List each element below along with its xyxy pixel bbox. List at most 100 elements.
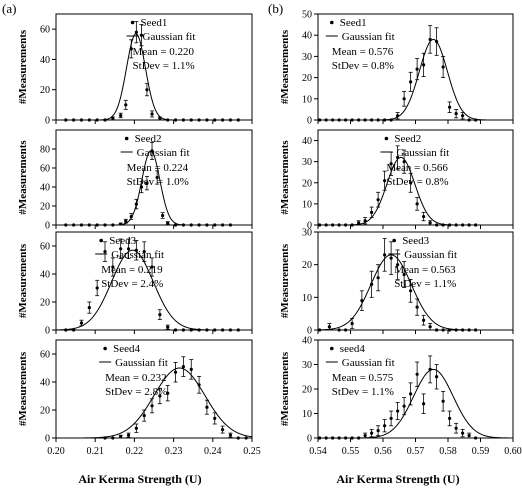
- data-point: [72, 328, 76, 332]
- data-point: [158, 394, 162, 398]
- y-tick-label: 20: [302, 260, 312, 271]
- data-point: [134, 30, 138, 34]
- data-point: [244, 436, 248, 440]
- data-point: [344, 223, 348, 227]
- data-point: [389, 118, 393, 122]
- y-tick-label: 40: [40, 378, 50, 389]
- data-point: [221, 118, 225, 122]
- data-point: [72, 118, 76, 122]
- data-point: [189, 118, 193, 122]
- y-tick-label: 30: [302, 360, 312, 371]
- data-point: [142, 414, 146, 418]
- legend-fit-label: Gaussian fit: [115, 357, 168, 369]
- data-point: [228, 118, 233, 122]
- panels-group: 0 20 40 60 #Measurements Seed1 Gaussian fit Mea…: [17, 10, 522, 458]
- data-point: [189, 328, 193, 332]
- data-point: [363, 219, 367, 223]
- data-point: [461, 431, 465, 435]
- y-tick-label: 0: [307, 116, 312, 127]
- legend-series-label: Seed2: [394, 133, 421, 145]
- mean-text: Mean = 0.575: [332, 372, 394, 384]
- panel-a2: 0 20 40 60 80 #Measurements Seed2 Gaussian fit M…: [17, 129, 253, 232]
- data-point: [79, 118, 84, 122]
- y-tick-label: 80: [40, 145, 50, 156]
- data-point: [454, 328, 458, 332]
- data-point: [103, 250, 107, 254]
- x-tick-label: 0.25: [243, 446, 261, 457]
- data-point: [350, 321, 354, 326]
- legend-marker: [130, 20, 135, 25]
- x-tick-label: 0.54: [309, 446, 327, 457]
- data-point: [428, 221, 432, 225]
- mean-text: Mean = 0.219: [101, 264, 163, 276]
- panel-b-label: (b): [268, 1, 283, 16]
- data-point: [396, 155, 400, 160]
- legend-marker: [392, 238, 397, 243]
- data-point: [441, 328, 445, 332]
- y-tick-label: 20: [40, 202, 50, 213]
- data-point: [228, 223, 233, 227]
- data-point: [357, 436, 361, 440]
- legend-fit-label: Gaussian fit: [342, 357, 395, 369]
- legend-fit-label: Gaussian fit: [396, 147, 449, 159]
- data-point: [467, 433, 471, 438]
- x-tick-label: 0.22: [126, 446, 144, 457]
- panel-b1: 0 10 20 30 40 50 #Measurements Seed1 Gaussian fi…: [279, 10, 514, 127]
- y-tick-label: 30: [302, 52, 312, 63]
- data-point: [139, 185, 144, 189]
- data-point: [360, 299, 364, 303]
- data-point: [213, 416, 217, 420]
- data-point: [181, 223, 185, 227]
- data-point: [213, 118, 217, 122]
- panel-b3: 0 10 20 30 #Measurements Seed3 Gaussian fit Mea…: [279, 228, 514, 337]
- data-point: [441, 399, 445, 403]
- mean-text: Mean = 0.576: [332, 46, 394, 58]
- data-point: [318, 223, 322, 227]
- x-tick-label: 0.58: [439, 446, 457, 457]
- data-point: [228, 328, 233, 332]
- data-point: [461, 328, 465, 332]
- data-point: [402, 404, 406, 408]
- data-point: [197, 383, 201, 387]
- data-point: [150, 404, 154, 408]
- legend-series-label: Seed3: [402, 235, 429, 247]
- data-point: [79, 223, 84, 227]
- panel-b2: 0 10 20 30 40 #Measurements Seed2 Gaussian fit M…: [279, 129, 514, 232]
- data-point: [129, 214, 133, 219]
- data-point: [474, 118, 478, 122]
- data-point: [376, 198, 380, 202]
- y-axis-label: #Measurements: [279, 140, 291, 215]
- data-point: [228, 433, 233, 437]
- data-point: [409, 181, 413, 185]
- data-point: [376, 276, 380, 280]
- data-point: [389, 416, 393, 420]
- data-point: [181, 365, 185, 369]
- data-point: [357, 118, 361, 122]
- data-point: [64, 223, 68, 227]
- legend-series-label: Seed1: [340, 17, 367, 29]
- y-tick-label: 0: [45, 116, 50, 127]
- panel-b4: 0 10 20 30 40 0.54 0.55 0.56 0.57 0.58 0.59 0.60 #Me…: [279, 336, 522, 458]
- data-point: [64, 118, 68, 122]
- data-point: [181, 328, 185, 332]
- data-point: [422, 402, 426, 406]
- data-point: [161, 213, 165, 218]
- y-tick-label: 0: [307, 326, 312, 337]
- data-point: [173, 328, 178, 332]
- y-tick-label: 50: [302, 10, 312, 21]
- data-point: [103, 223, 107, 227]
- data-point: [236, 436, 240, 440]
- data-point: [221, 328, 225, 332]
- data-point: [150, 265, 154, 269]
- data-point: [415, 202, 419, 206]
- data-point: [435, 328, 439, 332]
- data-point: [318, 118, 322, 122]
- data-point: [236, 118, 240, 122]
- y-axis-label: #Measurements: [17, 243, 29, 318]
- data-point: [435, 223, 439, 227]
- legend-fit-label: Gaussian fit: [137, 147, 190, 159]
- data-point: [150, 112, 154, 116]
- stdev-text: StDev = 1.1%: [133, 60, 195, 72]
- gaussian-fit-line: [318, 38, 513, 121]
